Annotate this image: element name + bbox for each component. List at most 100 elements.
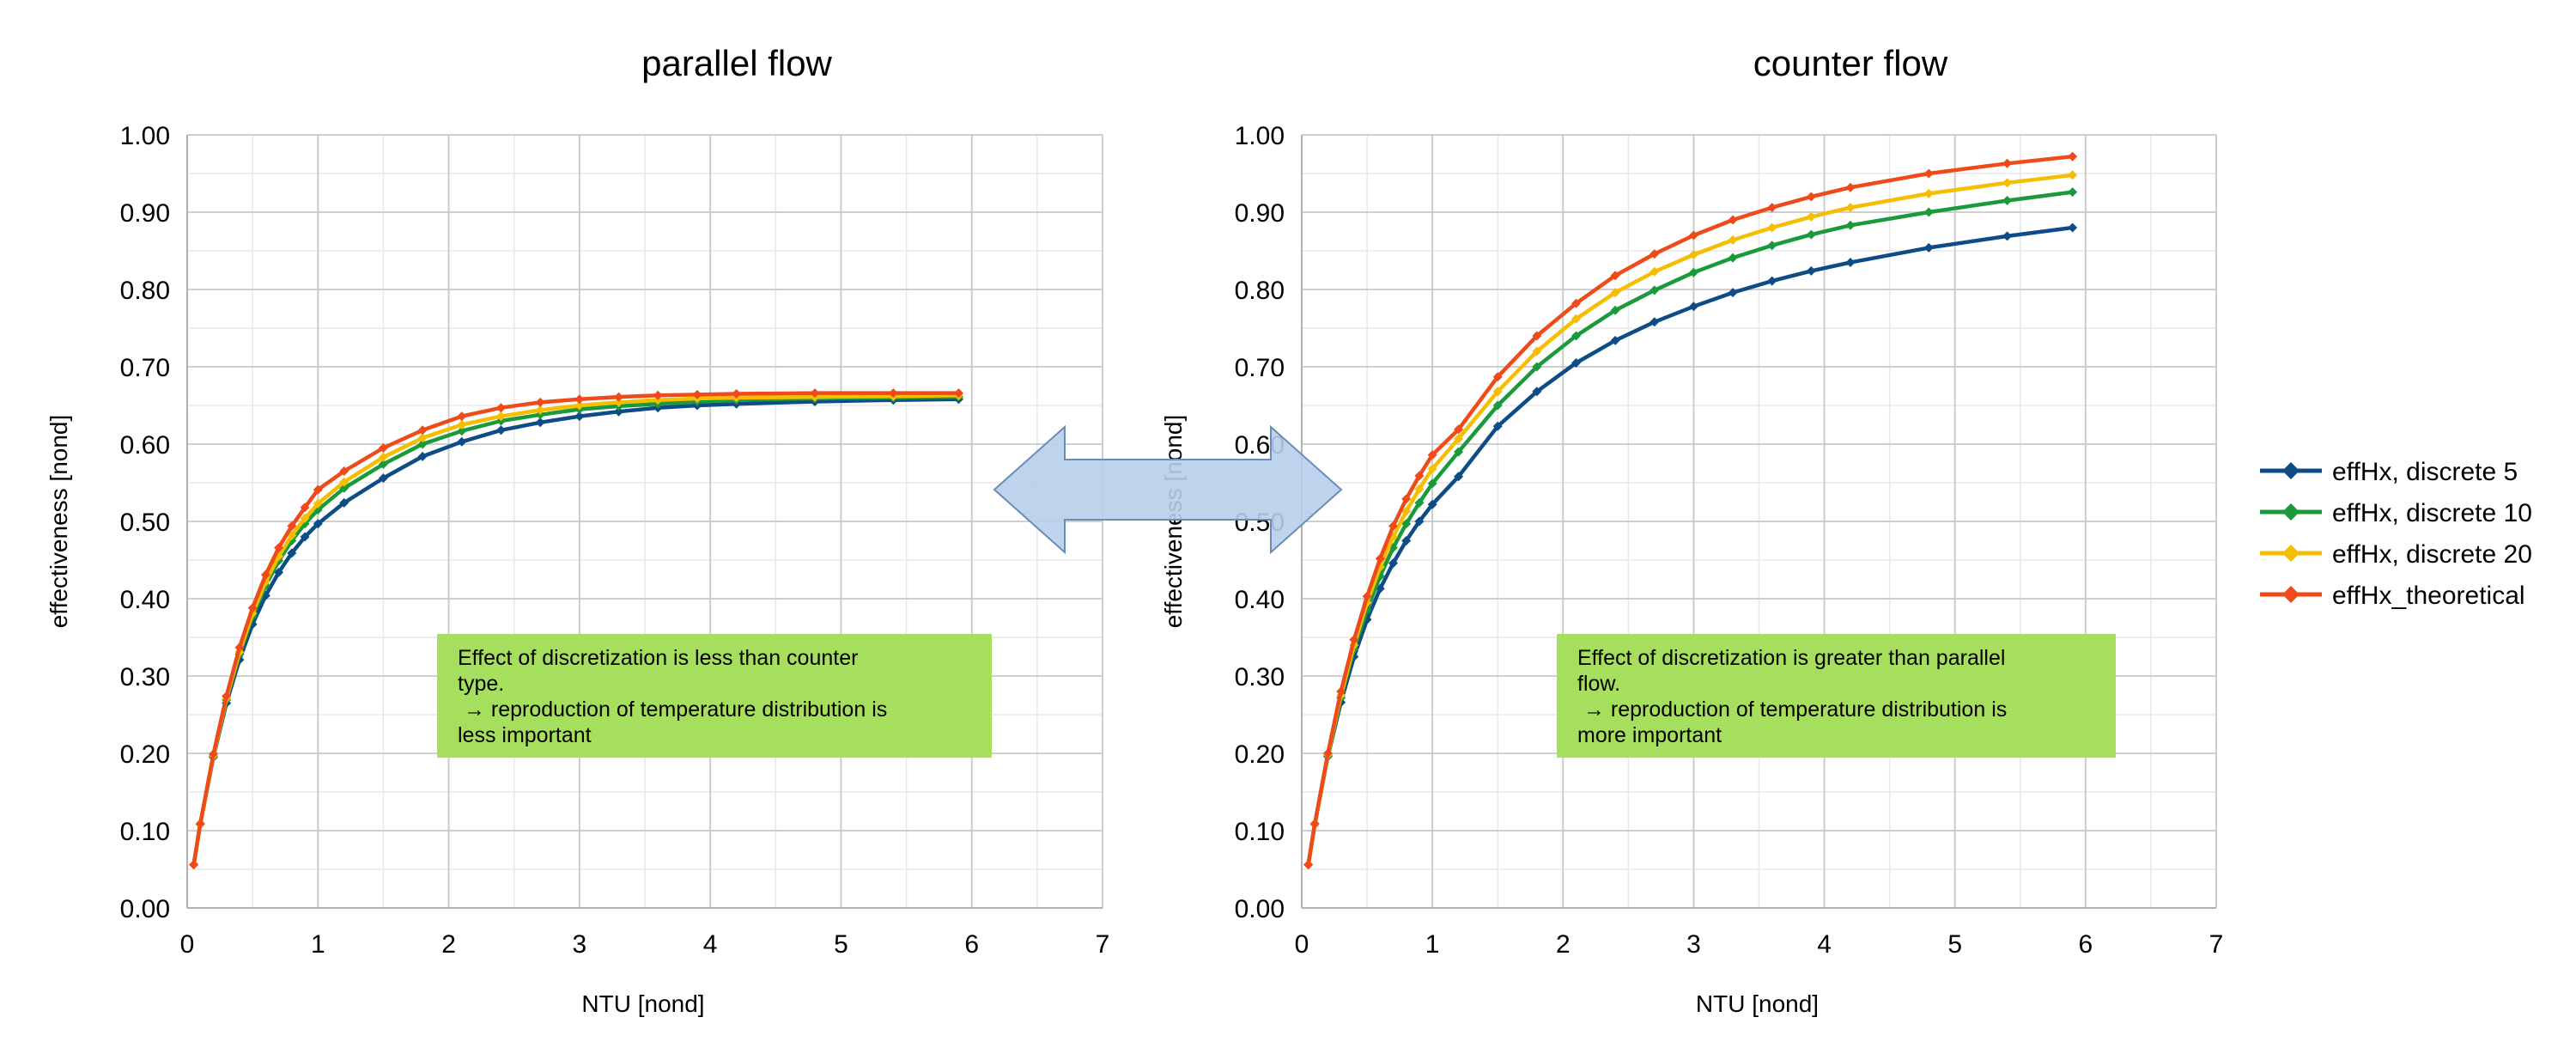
data-point-marker [692,389,702,399]
data-point-marker [1336,686,1346,697]
data-point-marker [1845,258,1856,267]
legend-item: effHx, discrete 10 [2260,499,2532,527]
annotation-line: more important [1577,723,1722,747]
y-axis-title: effectiveness [nond] [1160,415,1187,629]
data-point-marker [378,443,388,453]
data-point-marker [274,567,284,577]
data-point-marker [1401,536,1412,545]
data-point-marker [208,749,218,759]
data-point-marker [417,433,428,443]
data-point-marker [1728,235,1738,245]
data-point-marker [1845,220,1856,230]
y-tick-label: 0.20 [1235,740,1285,769]
data-point-marker [313,519,323,529]
data-point-marker [888,388,898,399]
data-point-marker [1322,748,1333,758]
data-point-marker [1728,253,1738,263]
data-point-marker [1767,222,1777,233]
data-point-marker [247,603,258,613]
x-tick-label: 5 [1947,930,1962,959]
y-tick-label: 0.30 [120,663,170,691]
data-point-marker [1728,215,1738,225]
x-axis-title: NTU [nond] [1696,990,1819,1017]
data-point-marker [2002,231,2013,241]
data-point-marker [495,411,506,422]
data-point-marker [1610,305,1620,315]
legend-item: effHx_theoretical [2260,582,2525,610]
x-tick-label: 6 [2079,930,2093,959]
data-point-marker [2068,151,2078,161]
data-point-marker [495,403,506,413]
data-point-marker [1649,285,1660,295]
data-point-marker [417,451,428,461]
data-point-marker [614,397,624,407]
x-tick-label: 5 [834,930,848,959]
data-point-marker [1649,317,1660,327]
series-line [191,397,959,865]
data-point-marker [2002,178,2013,188]
y-tick-label: 0.40 [120,586,170,614]
data-point-marker [378,452,388,462]
data-point-marker [300,513,310,523]
data-point-marker [195,819,205,829]
data-point-marker [1414,516,1425,527]
data-point-marker [313,484,323,495]
data-point-marker [1806,192,1816,202]
data-point-marker [1427,450,1437,460]
series-1 [189,394,963,870]
y-tick-label: 0.70 [1235,354,1285,382]
data-point-marker [1610,271,1620,281]
annotation-box: Effect of discretization is less than co… [437,634,992,758]
y-tick-label: 0.90 [120,199,170,228]
legend-marker [2282,545,2300,562]
x-tick-label: 4 [703,930,718,959]
data-point-marker [1401,506,1412,516]
data-point-marker [1492,372,1503,382]
data-point-marker [1688,250,1698,259]
data-point-marker [1923,168,1934,179]
data-point-marker [653,390,663,400]
annotation-line: → reproduction of temperature distributi… [1577,698,2007,722]
series-line [191,394,959,865]
annotation-line: Effect of discretization is greater than… [1577,646,2005,670]
y-tick-label: 0.70 [120,354,170,382]
series-3 [189,390,963,870]
y-tick-label: 0.00 [120,895,170,923]
data-point-marker [574,394,585,405]
left-right-arrow-icon [993,424,1343,555]
series-line [1306,190,2073,865]
data-point-marker [1571,358,1581,368]
data-point-marker [1571,298,1581,308]
data-point-marker [378,459,388,469]
data-point-marker [274,543,284,553]
x-tick-label: 0 [180,930,195,959]
data-point-marker [953,388,963,399]
series-line [1306,154,2073,865]
data-point-marker [287,521,297,531]
data-point-marker [2002,196,2013,205]
annotation-line: → reproduction of temperature distributi… [458,698,887,722]
data-point-marker [1427,499,1437,509]
data-point-marker [1414,484,1425,494]
legend-label: effHx, discrete 10 [2332,499,2532,527]
data-point-marker [1454,472,1464,482]
data-point-marker [457,411,467,422]
data-point-marker [2068,187,2078,198]
annotation-box: Effect of discretization is greater than… [1557,634,2116,758]
legend-label: effHx, discrete 20 [2332,540,2532,569]
data-point-marker [1923,242,1934,253]
y-tick-label: 1.00 [1235,122,1285,150]
data-point-marker [2068,170,2078,180]
data-point-marker [1532,346,1542,356]
data-point-marker [1767,276,1777,286]
y-tick-label: 0.10 [120,818,170,846]
data-point-marker [1492,387,1503,397]
y-tick-label: 0.80 [1235,277,1285,305]
data-point-marker [1388,521,1398,531]
series-line [191,393,959,865]
data-point-marker [1362,591,1372,601]
data-point-marker [574,411,585,422]
data-point-marker [1571,331,1581,341]
x-tick-label: 1 [1425,930,1440,959]
data-point-marker [1309,819,1320,829]
